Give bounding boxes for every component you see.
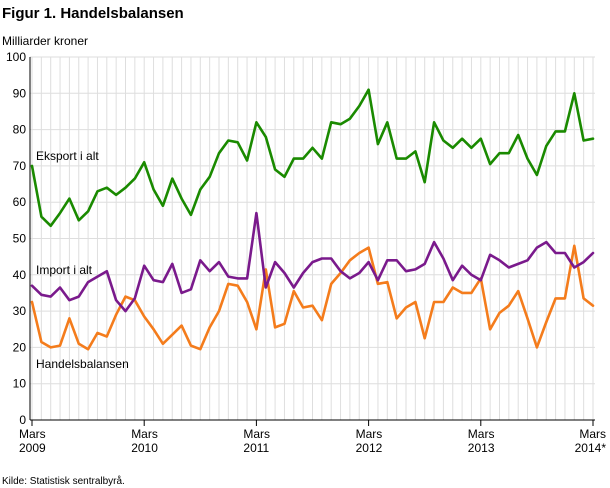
y-tick-label: 40	[13, 268, 27, 282]
axes: 0102030405060708090100Mars2009Mars2010Ma…	[6, 50, 606, 455]
series-label: Handelsbalansen	[36, 357, 129, 371]
y-tick-label: 100	[6, 50, 26, 64]
y-tick-label: 10	[13, 377, 27, 391]
y-tick-label: 0	[19, 413, 26, 427]
chart-title: Figur 1. Handelsbalansen	[2, 5, 184, 22]
x-tick-label-month: Mars	[468, 427, 495, 441]
x-tick-label-month: Mars	[243, 427, 270, 441]
x-tick-label-month: Mars	[19, 427, 46, 441]
source-note: Kilde: Statistisk sentralbyrå.	[2, 475, 125, 487]
y-tick-label: 30	[13, 304, 27, 318]
x-tick-label-year: 2011	[243, 441, 269, 455]
grid	[30, 56, 595, 421]
x-tick-label-month: Mars	[579, 427, 606, 441]
series-labels: Eksport i alt Import i alt Handelsbalansen	[36, 149, 129, 371]
y-tick-label: 50	[13, 232, 27, 246]
x-tick-label-year: 2013	[468, 441, 495, 455]
series-line-handelsbalansen	[30, 244, 595, 351]
x-tick-label-month: Mars	[356, 427, 383, 441]
series-line-eksport-i-alt	[30, 88, 595, 228]
series-lines	[30, 88, 595, 351]
y-tick-label: 80	[13, 123, 27, 137]
x-tick-label-year: 2009	[19, 441, 46, 455]
x-tick-label-month: Mars	[131, 427, 158, 441]
x-tick-label-year: 2012	[356, 441, 383, 455]
series-label: Import i alt	[36, 263, 93, 277]
x-tick-label-year: 2010	[131, 441, 158, 455]
y-tick-label: 20	[13, 340, 27, 354]
y-tick-label: 90	[13, 86, 27, 100]
y-tick-label: 70	[13, 159, 27, 173]
x-tick-label-year: 2014*	[575, 441, 607, 455]
y-tick-label: 60	[13, 195, 27, 209]
series-line-import-i-alt	[30, 211, 595, 313]
y-unit-label: Milliarder kroner	[2, 34, 88, 48]
series-label: Eksport i alt	[36, 149, 99, 163]
